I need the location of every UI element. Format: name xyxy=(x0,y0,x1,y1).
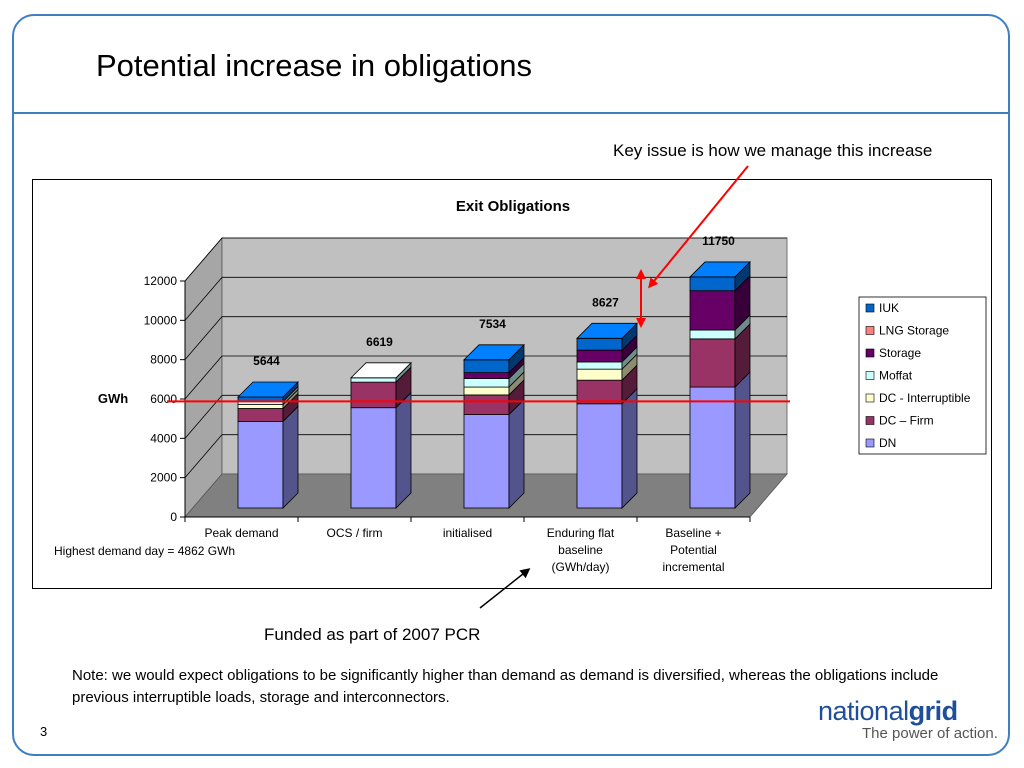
page-number: 3 xyxy=(40,724,48,739)
chart-title: Exit Obligations xyxy=(456,198,570,215)
legend-label: DN xyxy=(879,436,896,450)
page-title: Potential increase in obligations xyxy=(96,48,532,83)
data-label: 8627 xyxy=(592,295,619,309)
legend-label: DC – Firm xyxy=(879,414,934,428)
data-label: 7534 xyxy=(479,317,506,331)
logo-part1: national xyxy=(818,696,909,726)
y-tick-label: 10000 xyxy=(144,313,178,327)
legend-box xyxy=(858,296,987,455)
peak-demand-note: Highest demand day = 4862 GWh xyxy=(54,544,235,558)
gridline xyxy=(184,434,223,478)
legend: IUK LNG Storage Storage Moffat DC - Interrup… xyxy=(858,296,987,455)
increase-arrow-diagonal xyxy=(648,165,749,289)
gridline xyxy=(184,277,223,321)
bar-top xyxy=(350,362,412,379)
legend-label: LNG Storage xyxy=(879,324,949,338)
logo: nationalgrid xyxy=(818,696,958,727)
gridline xyxy=(184,237,223,282)
legend-swatch xyxy=(865,416,875,425)
legend-label: DC - Interruptible xyxy=(879,391,971,405)
y-tick-label: 0 xyxy=(170,510,177,524)
footnote: Note: we would expect obligations to be … xyxy=(72,667,939,706)
legend-swatch xyxy=(865,438,875,448)
gridline xyxy=(184,316,223,360)
x-tick-label: initialised xyxy=(443,526,492,540)
data-label: 11750 xyxy=(702,234,735,248)
y-tick-label: 4000 xyxy=(150,431,177,445)
x-tick-label: Peak demand xyxy=(204,526,278,540)
legend-swatch xyxy=(865,371,875,380)
data-label: 5644 xyxy=(253,354,280,368)
bar-top xyxy=(463,344,525,361)
x-tick-label: Enduring flat baseline (GWh/day) xyxy=(547,526,615,574)
legend-label: Storage xyxy=(879,346,921,360)
y-tick-label: 6000 xyxy=(150,392,177,406)
y-tick-label: 12000 xyxy=(144,274,178,288)
legend-label: Moffat xyxy=(879,369,913,383)
y-tick-label: 2000 xyxy=(150,471,177,485)
chart-frame: Exit Obligations 0 2000 4000 6000 8000 10000 12… xyxy=(32,179,992,589)
y-axis-label: GWh xyxy=(98,391,128,406)
bar-top xyxy=(689,261,751,278)
legend-label: IUK xyxy=(879,301,899,315)
bar-segment-front xyxy=(689,386,736,509)
title-divider xyxy=(14,112,1010,114)
bar-segment-front xyxy=(350,407,397,509)
annotation-bottom: Funded as part of 2007 PCR xyxy=(264,625,481,644)
bar-segment-front xyxy=(237,421,284,509)
x-tick-label: OCS / firm xyxy=(327,526,383,540)
funded-arrow xyxy=(479,568,531,609)
gridline xyxy=(184,395,223,439)
logo-tagline: The power of action. xyxy=(862,725,998,742)
y-tick-label: 8000 xyxy=(150,353,177,367)
x-tick-label: Baseline + Potential incremental xyxy=(662,526,724,574)
bar-segment-front xyxy=(689,290,736,331)
legend-swatch xyxy=(865,303,875,313)
exit-obligations-chart: Exit Obligations 0 2000 4000 6000 8000 10000 12… xyxy=(54,198,987,574)
legend-swatch xyxy=(865,326,875,335)
annotation-top: Key issue is how we manage this increase xyxy=(613,141,933,160)
bar-top xyxy=(237,381,299,398)
slide-frame xyxy=(12,14,1010,756)
legend-swatch xyxy=(865,348,875,358)
bar-segment-front xyxy=(350,381,397,409)
legend-swatch xyxy=(865,393,875,403)
gridline xyxy=(184,355,223,400)
data-label: 6619 xyxy=(366,335,393,349)
logo-part2: grid xyxy=(908,696,959,726)
